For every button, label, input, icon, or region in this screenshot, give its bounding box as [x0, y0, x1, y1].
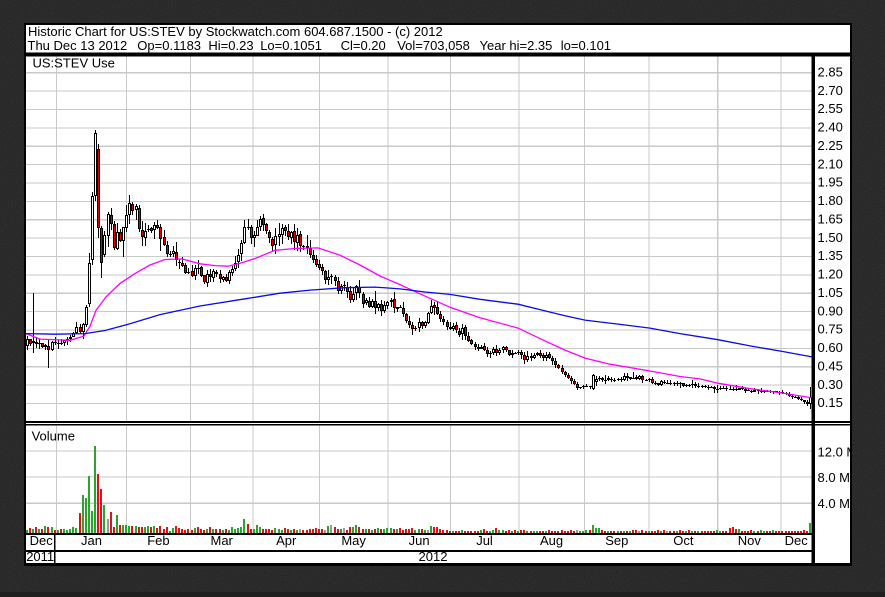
svg-text:1.80: 1.80 — [818, 193, 843, 208]
svg-text:0.75: 0.75 — [818, 322, 843, 337]
svg-text:2.10: 2.10 — [818, 156, 843, 171]
svg-text:Nov: Nov — [738, 533, 762, 548]
svg-text:1.65: 1.65 — [818, 212, 843, 227]
svg-text:Jun: Jun — [409, 533, 430, 548]
svg-text:0.45: 0.45 — [818, 359, 843, 374]
svg-text:Oct: Oct — [673, 533, 694, 548]
svg-text:2.85: 2.85 — [818, 65, 843, 80]
svg-text:1.95: 1.95 — [818, 175, 843, 190]
svg-text:1.05: 1.05 — [818, 285, 843, 300]
svg-text:0.60: 0.60 — [818, 340, 843, 355]
svg-text:Jan: Jan — [81, 533, 102, 548]
svg-text:0.15: 0.15 — [818, 395, 843, 410]
svg-text:May: May — [341, 533, 366, 548]
svg-text:0.90: 0.90 — [818, 303, 843, 318]
svg-text:0.30: 0.30 — [818, 377, 843, 392]
svg-text:Aug: Aug — [540, 533, 563, 548]
svg-text:Jul: Jul — [476, 533, 493, 548]
svg-text:Apr: Apr — [276, 533, 297, 548]
svg-text:Dec: Dec — [30, 533, 54, 548]
svg-text:Feb: Feb — [147, 533, 169, 548]
svg-text:Mar: Mar — [211, 533, 234, 548]
svg-text:2.25: 2.25 — [818, 138, 843, 153]
svg-text:Dec: Dec — [785, 533, 809, 548]
svg-text:1.50: 1.50 — [818, 230, 843, 245]
svg-text:Volume: Volume — [32, 428, 75, 443]
svg-text:2.40: 2.40 — [818, 120, 843, 135]
svg-text:2011: 2011 — [26, 549, 54, 564]
svg-text:2.70: 2.70 — [818, 83, 843, 98]
svg-text:1.20: 1.20 — [818, 267, 843, 282]
svg-text:12.0 M: 12.0 M — [818, 444, 858, 459]
svg-text:4.0 M: 4.0 M — [818, 496, 851, 511]
svg-text:US:STEV Use: US:STEV Use — [33, 55, 115, 70]
svg-text:Historic Chart for US:STEV by: Historic Chart for US:STEV by Stockwatch… — [28, 24, 443, 39]
svg-text:8.0 M: 8.0 M — [818, 470, 851, 485]
svg-text:2012: 2012 — [419, 549, 448, 564]
svg-text:2.55: 2.55 — [818, 101, 843, 116]
svg-text:Sep: Sep — [605, 533, 628, 548]
svg-text:1.35: 1.35 — [818, 248, 843, 263]
